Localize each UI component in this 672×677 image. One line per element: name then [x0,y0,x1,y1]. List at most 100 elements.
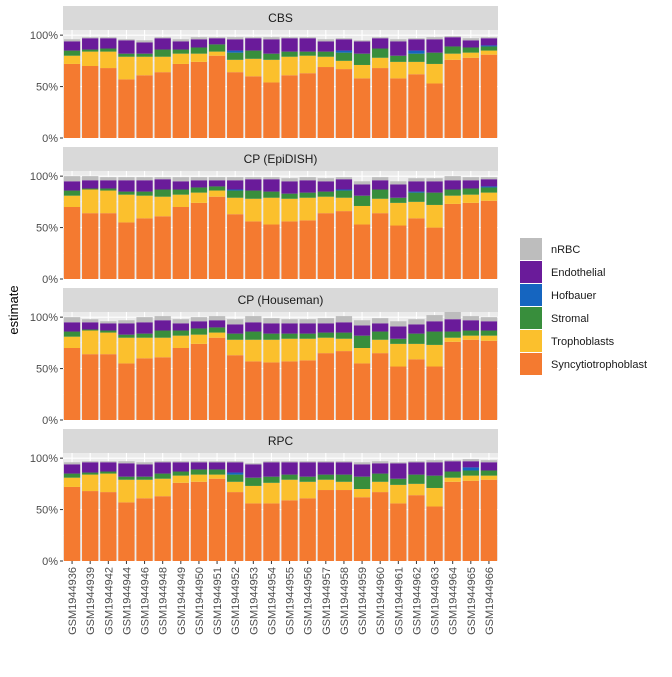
x-tick-label: GSM1944964 [448,567,460,635]
bar-segment [227,355,244,420]
bar-segment [154,56,171,73]
x-tick-label: GSM1944944 [121,567,133,635]
bar-segment [299,481,316,499]
bar-segment [335,462,353,475]
bar-segment [208,44,226,52]
bar-segment [190,192,208,203]
bar-segment [172,177,189,182]
bar-segment [227,333,244,340]
bar-segment [317,474,334,480]
bar-segment [172,39,189,42]
bar-segment [390,462,407,464]
bar-segment [245,322,262,332]
bar-segment [136,337,153,359]
bar-segment [190,462,208,470]
bar-segment [208,332,226,338]
bar-segment [172,194,189,207]
bar-segment [82,188,99,190]
bar-segment [426,315,443,322]
bar-segment [118,40,135,54]
bar-segment [172,482,189,561]
bar-segment [299,498,316,561]
bar-segment [390,478,407,485]
bar-segment [154,216,171,279]
x-tick-label: GSM1944948 [158,567,170,635]
bar-segment [353,464,371,477]
bar-segment [154,179,171,190]
bar-segment [426,321,443,332]
bar-segment [208,469,226,475]
bar-segment [480,46,498,51]
legend-key [520,284,542,306]
facet-title: CP (Houseman) [238,293,324,307]
bar-segment [480,187,498,193]
bar-segment [118,180,135,192]
bar-segment [462,320,479,331]
bar-segment [118,461,135,464]
bar-segment [335,332,353,339]
bar-segment [281,198,298,222]
bar-segment [172,49,189,54]
legend-key [520,330,542,352]
bar-segment [190,202,208,279]
bar-segment [63,322,81,332]
y-tick-label: 0% [42,274,58,286]
bar-segment [372,198,389,214]
bar-segment [444,203,461,279]
bar-segment [426,331,443,345]
bar-segment [480,317,498,322]
legend: nRBC Endothelial Hofbauer Stromal Trophoblas… [520,238,647,375]
bar-segment [372,57,389,69]
bar-segment [82,319,99,323]
bar-segment [335,177,353,180]
bar-segment [353,348,371,364]
bar-segment [208,38,226,45]
bar-segment [317,213,334,279]
bar-segment [317,337,334,354]
bar-segment [190,474,208,482]
bar-segment [118,222,135,279]
bar-segment [63,195,81,207]
bar-segment [227,39,244,51]
bar-segment [82,472,99,475]
bar-segment [227,180,244,190]
bar-segment [299,37,316,39]
bar-segment [245,331,262,340]
bar-segment [172,475,189,483]
bar-segment [480,54,498,138]
bar-segment [408,474,425,484]
bar-segment [82,322,99,330]
bar-segment [353,78,371,138]
bar-segment [227,339,244,356]
bar-segment [462,316,479,321]
bar-segment [100,51,117,69]
bar-segment [263,333,280,340]
bar-segment [190,53,208,62]
bar-segment [82,176,99,181]
bar-segment [353,184,371,196]
facet-title: CP (EpiDISH) [244,152,318,166]
bar-segment [299,461,316,463]
bar-segment [245,179,262,191]
x-tick-label: GSM1944956 [303,567,315,635]
bar-segment [190,334,208,344]
bar-segment [335,490,353,561]
bar-segment [82,49,99,52]
bar-segment [480,330,498,336]
bar-segment [118,337,135,364]
bar-segment [390,55,407,62]
bar-segment [390,343,407,367]
y-tick-label: 50% [36,223,58,235]
bar-segment [462,194,479,203]
bar-segment [281,178,298,182]
bar-segment [190,37,208,40]
bar-segment [190,177,208,181]
bar-segment [263,177,280,180]
bar-segment [281,38,298,52]
bar-segment [82,329,99,331]
bar-segment [335,60,353,70]
bar-segment [82,51,99,66]
bar-segment [208,474,226,479]
bar-segment [172,207,189,279]
